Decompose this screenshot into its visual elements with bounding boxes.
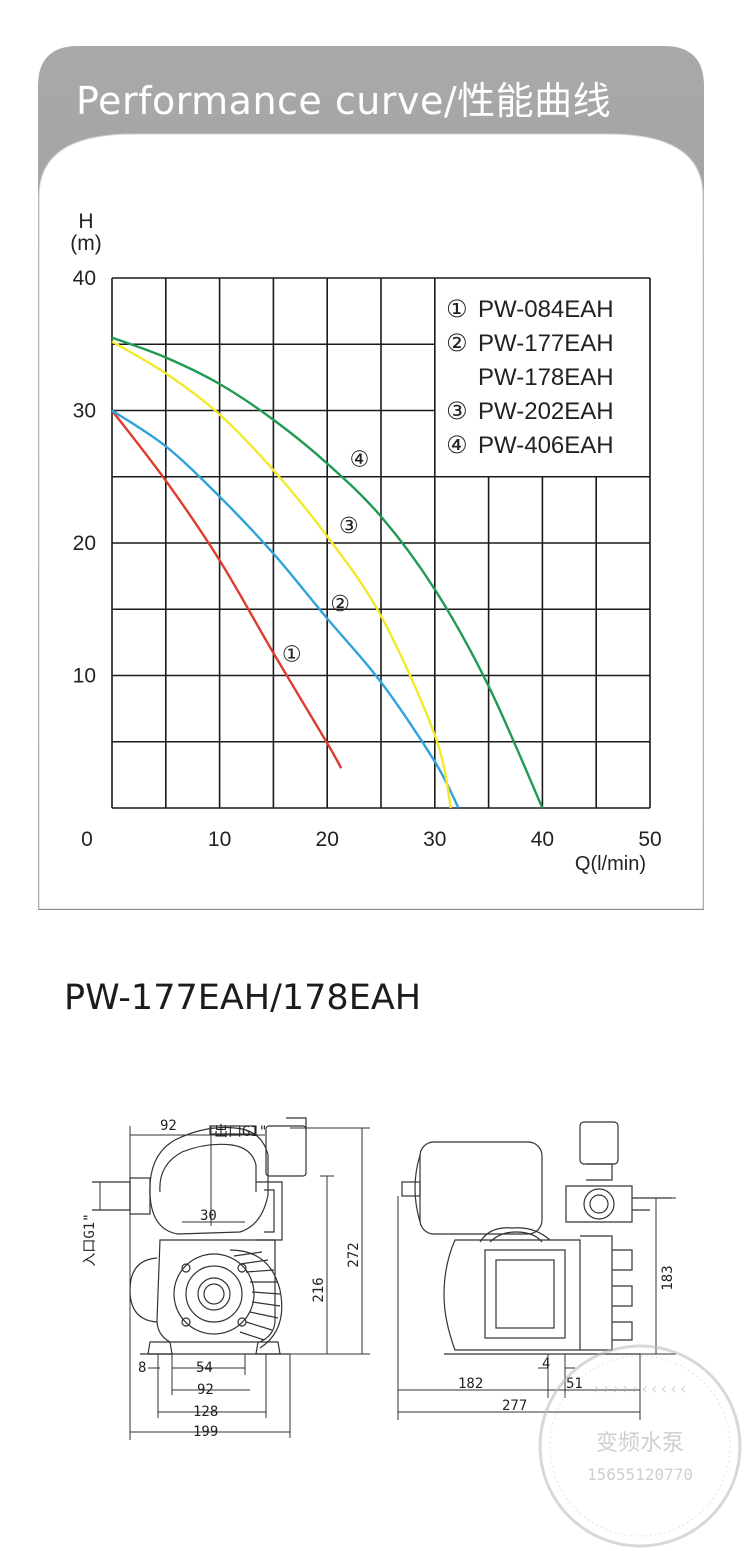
dim-side-182: 182 <box>458 1376 483 1392</box>
x-tick-label: 0 <box>81 828 93 851</box>
y-tick-label: 30 <box>73 400 96 423</box>
watermark-stamp: ›››››‹‹‹‹‹ 变频水泵 15655120770 <box>538 1344 742 1548</box>
series-curve-3 <box>111 340 453 809</box>
dim-front-8: 8 <box>138 1360 146 1376</box>
series-curve-2 <box>111 409 460 809</box>
y-tick-label: 10 <box>73 665 96 688</box>
x-tick-label: 40 <box>531 828 554 851</box>
dim-side-277: 277 <box>502 1398 527 1414</box>
dim-front-272: 272 <box>346 1242 362 1267</box>
svg-text:›››››‹‹‹‹‹: ›››››‹‹‹‹‹ <box>592 1379 688 1398</box>
chart-labels: ① ② ③ ④ 0 10 20 30 40 50 10 20 30 40 H(m) Q(l/min) ① PW-0… <box>70 210 661 875</box>
legend-marker-4: ④ <box>446 432 468 459</box>
series-curve-4 <box>111 336 544 809</box>
performance-card: Performance curve/性能曲线 <box>38 46 704 910</box>
card-body <box>38 133 704 910</box>
side-view-dimensions <box>397 1196 676 1420</box>
chart-grid <box>111 277 651 809</box>
legend-marker-3: ③ <box>446 398 468 425</box>
dim-front-216: 216 <box>311 1277 327 1302</box>
legend-marker-1: ① <box>446 296 468 323</box>
front-view-dimensions <box>99 1126 370 1440</box>
y-tick-label: 40 <box>73 267 96 290</box>
x-tick-label: 30 <box>423 828 446 851</box>
dim-side-4: 4 <box>542 1356 550 1372</box>
legend-marker-2: ② <box>446 330 468 357</box>
watermark-text: 变频水泵 <box>596 1431 684 1456</box>
dim-front-30: 30 <box>200 1208 217 1224</box>
dimension-drawing: 92 出口G1" 30 216 272 入口G1" 8 54 92 128 19… <box>82 1117 742 1548</box>
x-tick-label: 20 <box>316 828 339 851</box>
x-tick-label: 50 <box>638 828 661 851</box>
chart-curves <box>111 336 544 809</box>
card-frame <box>38 46 704 910</box>
side-view-outline <box>401 1121 672 1355</box>
dim-front-width-top: 92 <box>160 1118 177 1134</box>
dim-side-183: 183 <box>660 1265 676 1290</box>
dimension-drawing-section: PW-177EAH/178EAH <box>0 950 750 1551</box>
model-title: PW-177EAH/178EAH <box>64 978 422 1018</box>
y-tick-label: 20 <box>73 532 96 555</box>
legend-entry-4: PW-406EAH <box>478 432 614 459</box>
legend-entry-3: PW-202EAH <box>478 398 614 425</box>
x-axis-label: Q(l/min) <box>575 853 646 875</box>
watermark-phone: 15655120770 <box>587 1465 693 1484</box>
dim-front-54: 54 <box>196 1360 213 1376</box>
inlet-label: 入口G1" <box>82 1213 98 1266</box>
legend-entry-1: PW-084EAH <box>478 296 614 323</box>
series-curve-1 <box>111 409 343 769</box>
x-tick-label: 10 <box>208 828 231 851</box>
front-view-outline <box>92 1117 307 1355</box>
legend-entry-2: PW-178EAH <box>478 364 614 391</box>
curve-marker-3: ③ <box>339 513 359 538</box>
dim-front-128: 128 <box>193 1404 218 1420</box>
header-title: Performance curve/性能曲线 <box>76 79 612 123</box>
performance-chart: ① ② ③ ④ 0 10 20 30 40 50 10 20 30 40 H(m) Q(l/min) ① PW-0… <box>70 210 661 875</box>
dim-front-92: 92 <box>197 1382 214 1398</box>
curve-marker-1: ① <box>282 641 302 666</box>
legend-entry-2: PW-177EAH <box>478 330 614 357</box>
outlet-label: 出口G1" <box>214 1124 267 1140</box>
curve-marker-2: ② <box>330 591 350 616</box>
y-axis-unit: (m) <box>70 232 101 255</box>
dim-front-199: 199 <box>193 1424 218 1440</box>
curve-marker-4: ④ <box>350 447 370 472</box>
y-axis-label: H <box>78 210 93 233</box>
